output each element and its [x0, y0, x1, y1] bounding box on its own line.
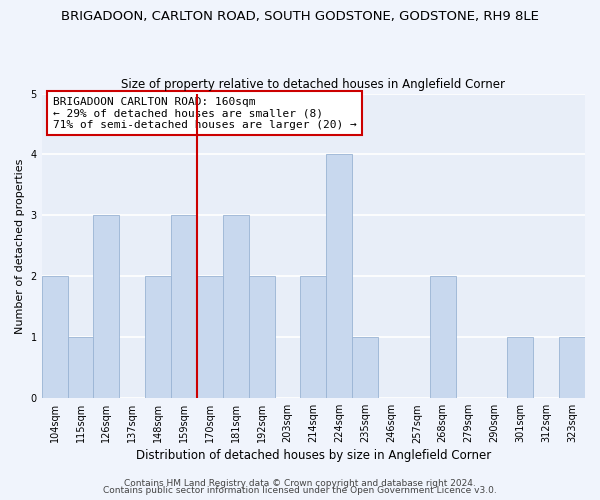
Text: BRIGADOON, CARLTON ROAD, SOUTH GODSTONE, GODSTONE, RH9 8LE: BRIGADOON, CARLTON ROAD, SOUTH GODSTONE,…: [61, 10, 539, 23]
Bar: [248, 276, 275, 398]
Bar: [41, 276, 68, 398]
Bar: [145, 276, 171, 398]
Text: Contains public sector information licensed under the Open Government Licence v3: Contains public sector information licen…: [103, 486, 497, 495]
Bar: [352, 338, 378, 398]
Bar: [301, 276, 326, 398]
Bar: [326, 154, 352, 398]
Y-axis label: Number of detached properties: Number of detached properties: [15, 158, 25, 334]
X-axis label: Distribution of detached houses by size in Anglefield Corner: Distribution of detached houses by size …: [136, 450, 491, 462]
Bar: [430, 276, 455, 398]
Bar: [559, 338, 585, 398]
Bar: [223, 216, 248, 398]
Bar: [94, 216, 119, 398]
Text: Contains HM Land Registry data © Crown copyright and database right 2024.: Contains HM Land Registry data © Crown c…: [124, 478, 476, 488]
Text: BRIGADOON CARLTON ROAD: 160sqm
← 29% of detached houses are smaller (8)
71% of s: BRIGADOON CARLTON ROAD: 160sqm ← 29% of …: [53, 96, 356, 130]
Bar: [508, 338, 533, 398]
Bar: [68, 338, 94, 398]
Title: Size of property relative to detached houses in Anglefield Corner: Size of property relative to detached ho…: [121, 78, 505, 91]
Bar: [171, 216, 197, 398]
Bar: [197, 276, 223, 398]
